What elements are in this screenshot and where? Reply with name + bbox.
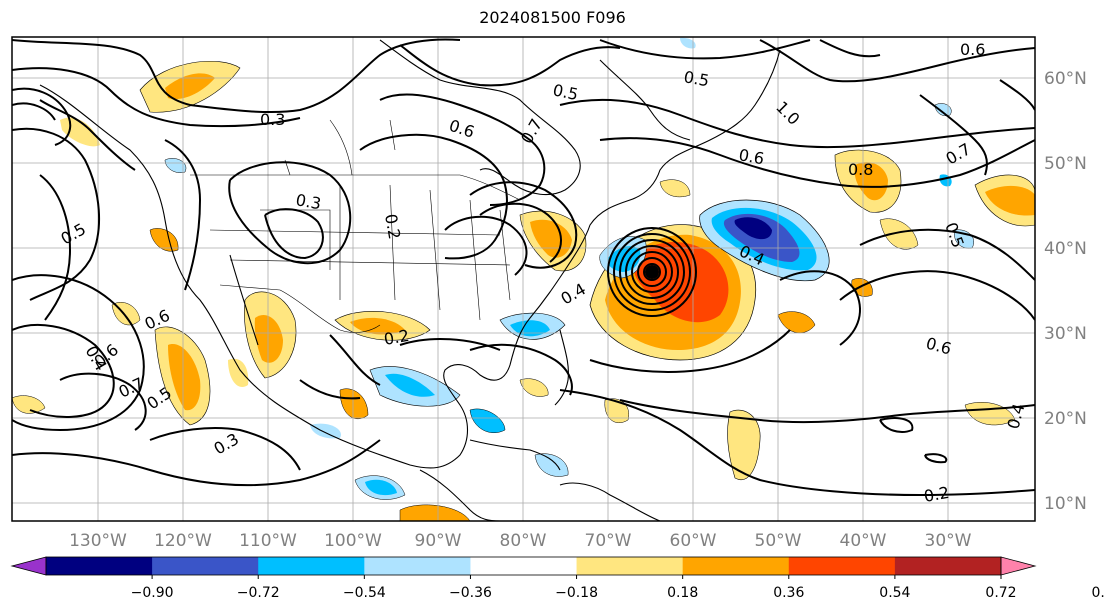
hurricane-center-marker bbox=[645, 265, 659, 279]
lon-tick-label: 40°W bbox=[840, 531, 887, 551]
latitude-axis: 60°N 50°N 40°N 30°N 20°N 10°N bbox=[1044, 69, 1087, 514]
contour-label: 0.2 bbox=[382, 326, 410, 349]
lon-tick-label: 50°W bbox=[755, 531, 802, 551]
coastlines bbox=[39, 39, 781, 521]
contour-label: 0.3 bbox=[294, 190, 322, 213]
lat-tick-label: 20°N bbox=[1044, 409, 1087, 429]
colorbar-tick-label: −0.72 bbox=[237, 585, 280, 601]
contour-label: 0.2 bbox=[922, 483, 950, 506]
lon-tick-label: 110°W bbox=[239, 531, 297, 551]
lon-tick-label: 60°W bbox=[670, 531, 717, 551]
lon-tick-label: 90°W bbox=[415, 531, 462, 551]
contour-lines bbox=[12, 38, 1035, 497]
map-content: 0.3 0.6 0.5 0.5 0.6 0.7 0.3 0.2 0.5 0.6 … bbox=[12, 37, 1035, 521]
colorbar-swatch bbox=[258, 557, 365, 575]
contour-label: 0.6 bbox=[737, 145, 765, 168]
colorbar-tick-label: 0.90 bbox=[1092, 585, 1105, 601]
colorbar-swatch bbox=[152, 557, 259, 575]
colorbar-tick-label: −0.36 bbox=[449, 585, 492, 601]
lat-tick-label: 50°N bbox=[1044, 154, 1087, 174]
colorbar-tick-label: 0.54 bbox=[879, 585, 910, 601]
lon-tick-label: 80°W bbox=[500, 531, 547, 551]
colorbar-extend-min bbox=[10, 556, 47, 576]
colorbar-tick-label: −0.54 bbox=[343, 585, 386, 601]
lon-tick-label: 30°W bbox=[925, 531, 972, 551]
lon-tick-label: 130°W bbox=[69, 531, 127, 551]
map-frame bbox=[11, 36, 1036, 522]
colorbar-swatch bbox=[894, 557, 1002, 575]
colorbar-tick-label: 0.36 bbox=[773, 585, 804, 601]
colorbar-ticks: −0.90 −0.72 −0.54 −0.36 −0.18 0.18 0.36 0.54 0.7… bbox=[131, 575, 1105, 601]
contour-label: 0.2 bbox=[381, 212, 404, 240]
contour-label: 0.6 bbox=[960, 40, 985, 59]
colorbar-extend-max bbox=[1000, 556, 1037, 576]
colorbar-tick-label: −0.90 bbox=[131, 585, 174, 601]
colorbar-tick-label: 0.72 bbox=[985, 585, 1016, 601]
map-title: 2024081500 F096 bbox=[479, 8, 626, 27]
map-background bbox=[12, 37, 1035, 521]
lon-tick-label: 120°W bbox=[154, 531, 212, 551]
colorbar-tick-label: −0.18 bbox=[555, 585, 598, 601]
colorbar-swatches bbox=[46, 557, 1002, 575]
colorbar-swatch bbox=[470, 557, 578, 575]
political-borders bbox=[190, 119, 521, 333]
contour-label: 0.8 bbox=[848, 160, 873, 179]
lon-tick-label: 100°W bbox=[324, 531, 382, 551]
colorbar-outline bbox=[45, 556, 1002, 576]
contour-label: 0.3 bbox=[260, 110, 285, 129]
longitude-axis: 130°W 120°W 110°W 100°W 90°W 80°W 70°W 6… bbox=[69, 531, 972, 551]
lat-tick-label: 30°N bbox=[1044, 324, 1087, 344]
colorbar-swatch bbox=[364, 557, 471, 575]
lat-tick-label: 10°N bbox=[1044, 494, 1087, 514]
colorbar-swatch bbox=[682, 557, 790, 575]
colorbar-swatch bbox=[788, 557, 896, 575]
graticule bbox=[12, 37, 1035, 521]
colorbar-tick-label: 0.18 bbox=[667, 585, 698, 601]
lon-tick-label: 70°W bbox=[585, 531, 632, 551]
colorbar-swatch bbox=[576, 557, 684, 575]
contour-label: 0.5 bbox=[551, 80, 580, 104]
lat-tick-label: 60°N bbox=[1044, 69, 1087, 89]
colorbar-swatch bbox=[46, 557, 153, 575]
contour-label: 0.5 bbox=[682, 67, 710, 90]
lat-tick-label: 40°N bbox=[1044, 239, 1087, 259]
colorbar: −0.90 −0.72 −0.54 −0.36 −0.18 0.18 0.36 0.54 0.7… bbox=[10, 556, 1105, 601]
shading-layer bbox=[12, 37, 1035, 521]
